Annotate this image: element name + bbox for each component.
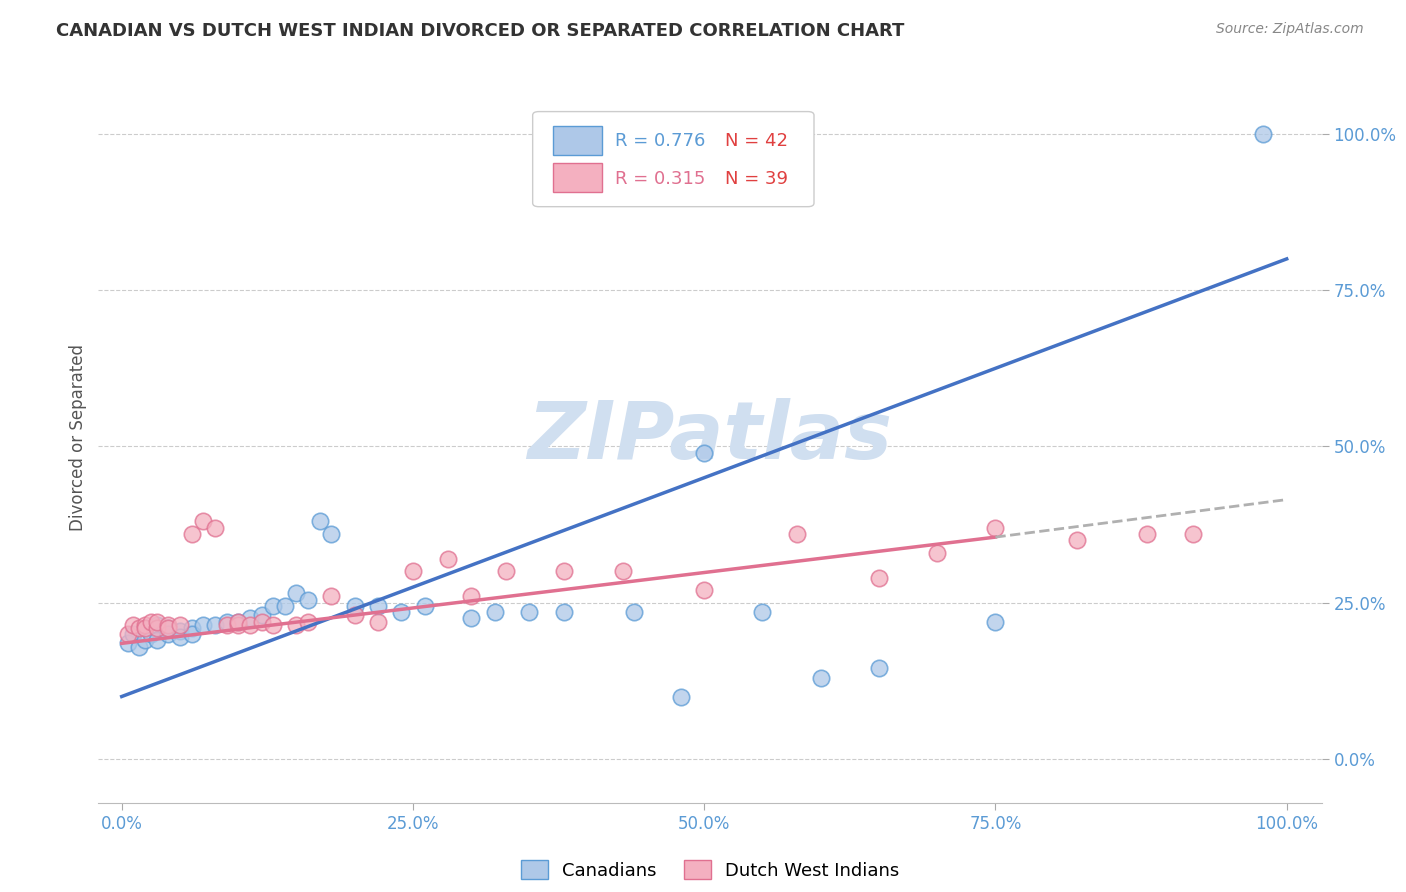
Point [180, 527, 202, 541]
Point [239, 611, 262, 625]
Point [122, 627, 145, 641]
Point [134, 617, 156, 632]
Point [180, 627, 202, 641]
Point [215, 615, 238, 629]
Point [402, 565, 425, 579]
Point [868, 661, 890, 675]
Point [367, 615, 389, 629]
Point [128, 621, 150, 635]
Text: R = 0.315: R = 0.315 [614, 169, 704, 188]
Point [343, 599, 366, 613]
Point [157, 617, 180, 632]
Text: Source: ZipAtlas.com: Source: ZipAtlas.com [1216, 22, 1364, 37]
Point [343, 608, 366, 623]
Y-axis label: Divorced or Separated: Divorced or Separated [69, 343, 87, 531]
Point [157, 621, 180, 635]
Point [367, 599, 389, 613]
Point [1136, 527, 1159, 541]
Point [250, 615, 273, 629]
Point [169, 630, 191, 644]
Point [134, 621, 156, 635]
Point [145, 621, 167, 635]
Point [134, 621, 156, 635]
Point [145, 615, 167, 629]
Point [169, 624, 191, 638]
Point [751, 605, 773, 619]
Point [460, 611, 482, 625]
Point [285, 617, 308, 632]
Point [239, 617, 262, 632]
Point [226, 615, 249, 629]
Point [139, 627, 162, 641]
Text: N = 42: N = 42 [724, 132, 787, 150]
Point [460, 590, 482, 604]
Point [927, 546, 949, 560]
FancyBboxPatch shape [554, 126, 602, 155]
Text: CANADIAN VS DUTCH WEST INDIAN DIVORCED OR SEPARATED CORRELATION CHART: CANADIAN VS DUTCH WEST INDIAN DIVORCED O… [56, 22, 904, 40]
FancyBboxPatch shape [554, 162, 602, 192]
Text: R = 0.776: R = 0.776 [614, 132, 704, 150]
Point [623, 605, 645, 619]
Point [250, 608, 273, 623]
Point [226, 617, 249, 632]
Point [134, 633, 156, 648]
Point [297, 592, 319, 607]
Point [308, 515, 330, 529]
Text: N = 39: N = 39 [724, 169, 787, 188]
Point [157, 621, 180, 635]
Point [128, 640, 150, 654]
Point [519, 605, 541, 619]
Point [122, 617, 145, 632]
Point [693, 583, 716, 598]
Point [145, 617, 167, 632]
Point [157, 627, 180, 641]
Point [215, 617, 238, 632]
Point [413, 599, 436, 613]
Point [786, 527, 808, 541]
Point [169, 617, 191, 632]
Point [553, 565, 575, 579]
Point [262, 617, 284, 632]
Legend: Canadians, Dutch West Indians: Canadians, Dutch West Indians [512, 852, 908, 888]
Point [145, 633, 167, 648]
Point [180, 621, 202, 635]
Point [669, 690, 692, 704]
Point [274, 599, 297, 613]
Point [693, 446, 716, 460]
Point [117, 627, 139, 641]
Point [285, 586, 308, 600]
Point [262, 599, 284, 613]
Point [1253, 127, 1275, 141]
Point [193, 515, 215, 529]
Point [204, 521, 226, 535]
Point [297, 615, 319, 629]
Point [321, 527, 343, 541]
Text: ZIPatlas: ZIPatlas [527, 398, 893, 476]
Point [1066, 533, 1088, 548]
Point [226, 615, 249, 629]
Point [868, 571, 890, 585]
Point [984, 521, 1007, 535]
Point [117, 636, 139, 650]
Point [389, 605, 412, 619]
Point [553, 605, 575, 619]
Point [810, 671, 832, 685]
Point [321, 590, 343, 604]
Point [495, 565, 517, 579]
Point [139, 615, 162, 629]
Point [204, 617, 226, 632]
Point [984, 615, 1007, 629]
Point [193, 617, 215, 632]
Point [484, 605, 506, 619]
FancyBboxPatch shape [533, 112, 814, 207]
Point [437, 552, 460, 566]
Point [612, 565, 634, 579]
Point [1182, 527, 1205, 541]
